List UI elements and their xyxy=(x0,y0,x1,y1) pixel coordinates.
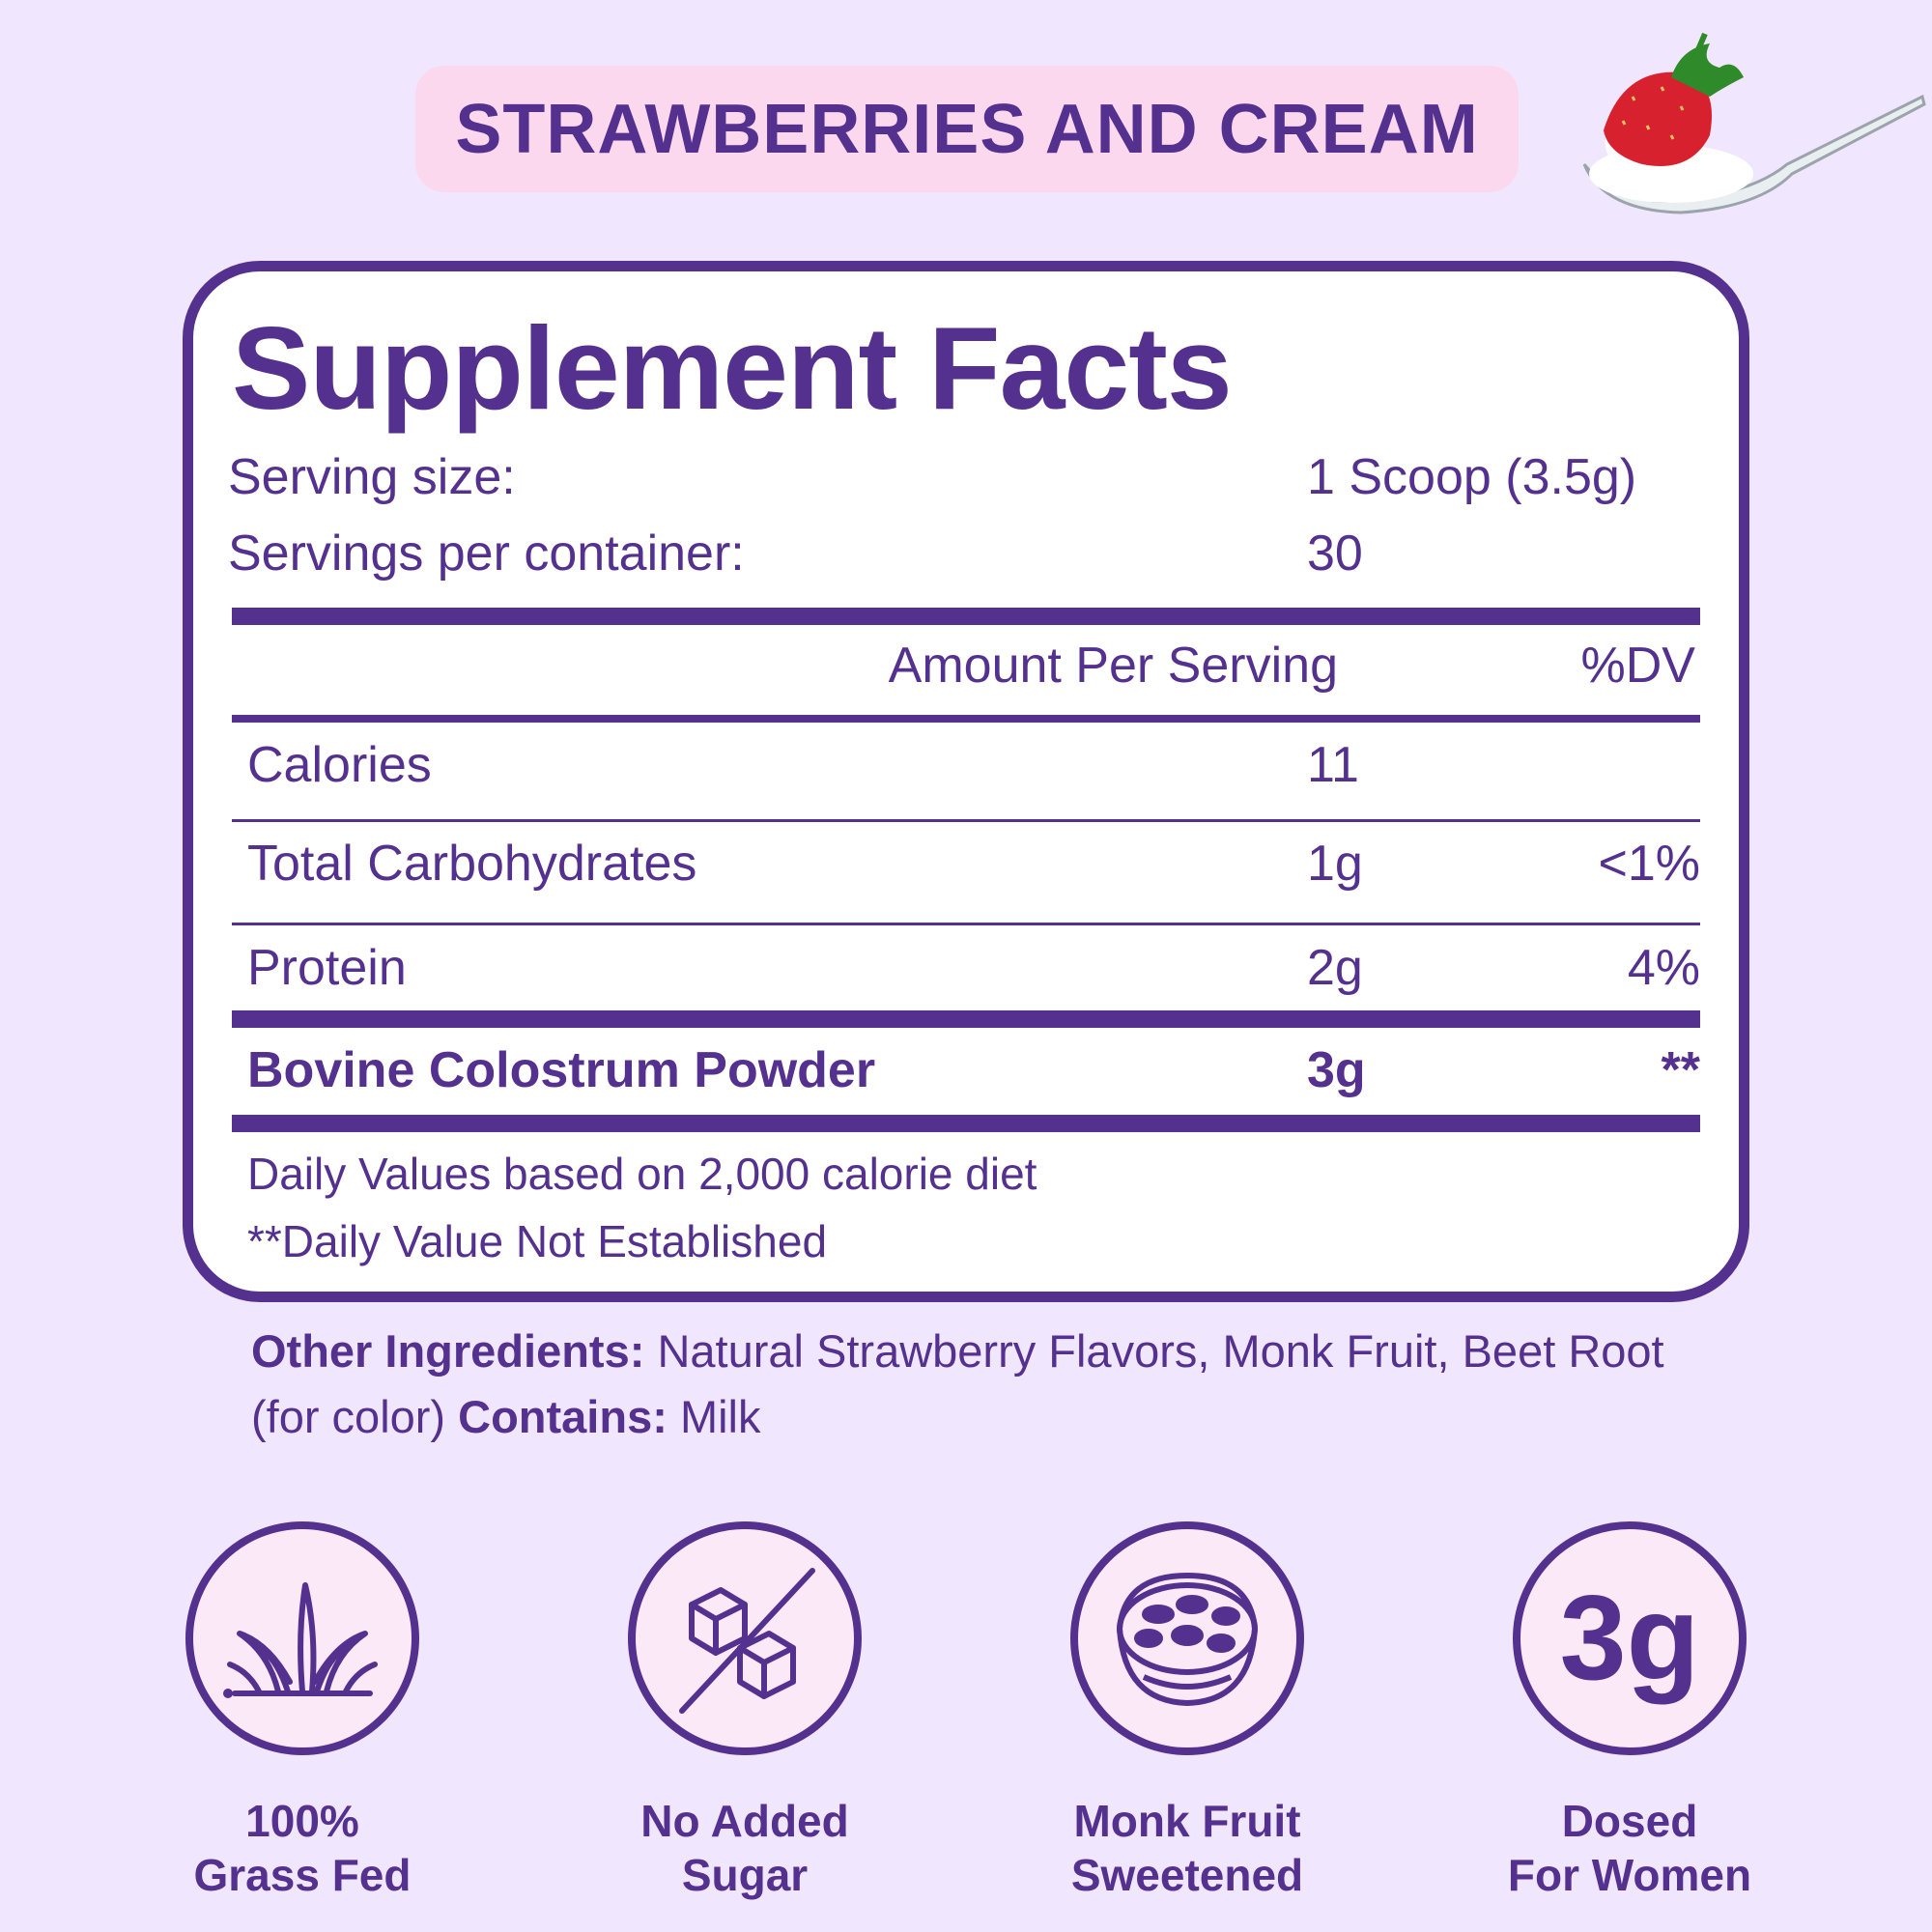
serving-size-label: Serving size: xyxy=(228,449,516,505)
feature-circle xyxy=(185,1521,419,1755)
flavor-name: STRAWBERRIES AND CREAM xyxy=(455,90,1479,168)
servings-per-container-value: 30 xyxy=(1307,526,1363,582)
grass-icon xyxy=(223,1582,378,1698)
row-calories-name: Calories xyxy=(247,737,432,793)
other-ingredients: Other Ingredients: Natural Strawberry Fl… xyxy=(251,1319,1719,1450)
row-carbohydrates-name: Total Carbohydrates xyxy=(247,836,697,892)
feature-line-1: Monk Fruit xyxy=(1073,1796,1301,1846)
row-protein-name: Protein xyxy=(247,940,407,996)
feature-grass-fed: 100% Grass Fed xyxy=(157,1521,447,1902)
feature-label: 100% Grass Fed xyxy=(157,1794,447,1902)
thick-divider xyxy=(232,608,1700,625)
strawberry-spoon-illustration xyxy=(1582,32,1926,214)
row-carbohydrates-amount: 1g xyxy=(1307,836,1363,892)
row-protein-amount: 2g xyxy=(1307,940,1363,996)
contains-label: Contains: xyxy=(458,1391,668,1442)
feature-circle xyxy=(628,1521,862,1755)
sugar-cubes-crossed-icon xyxy=(679,1568,815,1714)
dv-header: %DV xyxy=(1580,638,1695,694)
divider xyxy=(232,819,1700,822)
thick-divider xyxy=(232,1115,1700,1132)
row-calories-amount: 11 xyxy=(1307,737,1359,793)
row-colostrum-dv: ** xyxy=(1661,1042,1700,1098)
row-protein-dv: 4% xyxy=(1627,940,1700,996)
feature-circle xyxy=(1070,1521,1304,1755)
three-grams-icon: 3g xyxy=(1559,1572,1700,1705)
feature-line-1: 100% xyxy=(245,1796,359,1846)
feature-line-2: Grass Fed xyxy=(193,1850,412,1900)
feature-line-1: No Added xyxy=(640,1796,849,1846)
feature-monk-fruit: Monk Fruit Sweetened xyxy=(1042,1521,1332,1902)
footnote-daily-values: Daily Values based on 2,000 calorie diet xyxy=(247,1149,1037,1199)
flavor-pill: STRAWBERRIES AND CREAM xyxy=(415,66,1519,192)
other-ingredients-text: Natural Strawberry Flavors, Monk Fruit, … xyxy=(251,1325,1664,1442)
divider xyxy=(232,923,1700,925)
footnote-not-established: **Daily Value Not Established xyxy=(247,1216,828,1266)
contains-text: Milk xyxy=(679,1391,761,1442)
feature-line-2: Sweetened xyxy=(1070,1850,1304,1900)
monk-fruit-icon xyxy=(1117,1573,1258,1706)
feature-line-2: For Women xyxy=(1507,1850,1752,1900)
other-ingredients-label: Other Ingredients: xyxy=(251,1325,645,1377)
feature-label: Monk Fruit Sweetened xyxy=(1042,1794,1332,1902)
feature-dosed-for-women: 3g Dosed For Women xyxy=(1485,1521,1775,1902)
row-colostrum-name: Bovine Colostrum Powder xyxy=(247,1042,876,1098)
thick-divider xyxy=(232,1010,1700,1028)
feature-line-1: Dosed xyxy=(1561,1796,1698,1846)
feature-no-added-sugar: No Added Sugar xyxy=(600,1521,890,1902)
supplement-facts-panel: Supplement Facts Serving size: 1 Scoop (… xyxy=(183,261,1749,1302)
serving-size-value: 1 Scoop (3.5g) xyxy=(1307,449,1637,505)
divider xyxy=(232,715,1700,723)
feature-label: Dosed For Women xyxy=(1485,1794,1775,1902)
amount-per-serving-header: Amount Per Serving xyxy=(888,638,1338,694)
feature-line-2: Sugar xyxy=(681,1850,809,1900)
servings-per-container-label: Servings per container: xyxy=(228,526,745,582)
row-carbohydrates-dv: <1% xyxy=(1598,836,1700,892)
facts-title: Supplement Facts xyxy=(232,302,1233,434)
feature-circle: 3g xyxy=(1513,1521,1747,1755)
row-colostrum-amount: 3g xyxy=(1307,1042,1366,1098)
feature-label: No Added Sugar xyxy=(600,1794,890,1902)
